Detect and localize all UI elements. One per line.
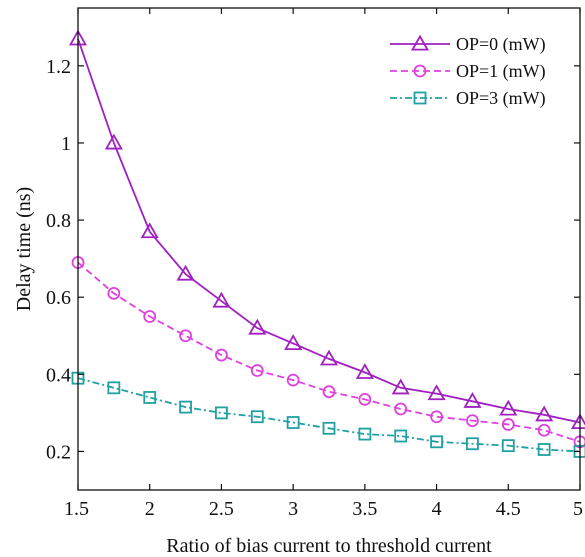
legend-entry: OP=0 (mW) bbox=[390, 34, 546, 55]
x-tick-label: 2.5 bbox=[209, 498, 234, 520]
data-point bbox=[179, 329, 192, 343]
data-point bbox=[537, 443, 551, 456]
x-tick-label: 4.5 bbox=[496, 498, 521, 520]
data-point bbox=[250, 410, 264, 424]
data-point bbox=[248, 318, 267, 335]
x-tick-label: 3 bbox=[288, 498, 298, 520]
legend-marker bbox=[410, 34, 430, 51]
data-point bbox=[107, 286, 121, 300]
data-point bbox=[215, 406, 228, 420]
x-tick-label: 2 bbox=[145, 498, 155, 520]
y-tick-label: 1 bbox=[61, 133, 71, 155]
data-point bbox=[501, 439, 515, 453]
data-point bbox=[427, 384, 446, 401]
data-point bbox=[319, 349, 339, 366]
data-point bbox=[499, 399, 518, 416]
y-tick-label: 0.2 bbox=[46, 441, 71, 463]
legend-label: OP=3 (mW) bbox=[456, 88, 546, 109]
data-point bbox=[466, 414, 479, 427]
data-point bbox=[466, 437, 479, 451]
data-point bbox=[322, 385, 336, 399]
x-tick-label: 4 bbox=[432, 498, 442, 520]
tick-layer: 1.5 2 2.5 3 3.5 4 4.5 5 0.2 0.4 0.6 0.8 1 1.2 bbox=[46, 8, 583, 520]
data-point bbox=[537, 423, 551, 437]
data-point bbox=[212, 291, 231, 308]
plot-frame bbox=[77, 7, 581, 491]
y-axis-title: Delay time (ns) bbox=[13, 187, 35, 311]
series-triangle bbox=[68, 29, 585, 430]
legend-marker bbox=[413, 64, 427, 78]
data-point bbox=[391, 378, 410, 395]
series-layer bbox=[68, 29, 585, 458]
y-tick-label: 0.4 bbox=[46, 364, 71, 386]
data-point bbox=[140, 222, 159, 239]
data-point bbox=[463, 391, 482, 408]
y-tick-label: 0.6 bbox=[46, 287, 71, 309]
legend: OP=0 (mW) OP=1 (mW) OP=3 (mW) bbox=[390, 34, 546, 109]
data-point bbox=[104, 133, 123, 150]
data-point bbox=[286, 416, 300, 429]
data-point bbox=[535, 405, 554, 422]
data-point bbox=[143, 391, 157, 404]
data-point bbox=[358, 427, 372, 441]
series-line bbox=[77, 377, 581, 453]
legend-entry: OP=1 (mW) bbox=[390, 61, 546, 82]
data-point bbox=[286, 373, 300, 387]
x-tick-label: 5 bbox=[573, 498, 583, 520]
data-point bbox=[143, 310, 157, 323]
data-point bbox=[284, 334, 303, 350]
x-axis-title: Ratio of bias current to threshold curre… bbox=[166, 535, 492, 557]
y-tick-label: 1.2 bbox=[46, 56, 71, 78]
series-line bbox=[77, 38, 581, 424]
x-tick-label: 1.5 bbox=[64, 498, 89, 520]
data-point bbox=[107, 381, 121, 395]
data-point bbox=[176, 264, 195, 281]
series-square bbox=[71, 371, 585, 458]
legend-label: OP=1 (mW) bbox=[456, 61, 546, 82]
series-line bbox=[77, 261, 581, 443]
data-point bbox=[358, 392, 372, 406]
data-point bbox=[394, 429, 408, 443]
data-point bbox=[430, 410, 443, 424]
x-tick-label: 3.5 bbox=[352, 498, 377, 520]
data-point bbox=[430, 435, 443, 449]
data-point bbox=[394, 402, 408, 416]
data-point bbox=[250, 364, 264, 377]
data-point bbox=[355, 363, 374, 379]
data-point bbox=[322, 421, 336, 435]
data-point bbox=[215, 348, 228, 362]
legend-marker bbox=[413, 91, 427, 105]
data-point bbox=[501, 418, 515, 431]
y-tick-label: 0.8 bbox=[46, 210, 71, 232]
legend-label: OP=0 (mW) bbox=[456, 34, 546, 55]
data-point bbox=[179, 400, 192, 414]
legend-entry: OP=3 (mW) bbox=[390, 88, 546, 109]
